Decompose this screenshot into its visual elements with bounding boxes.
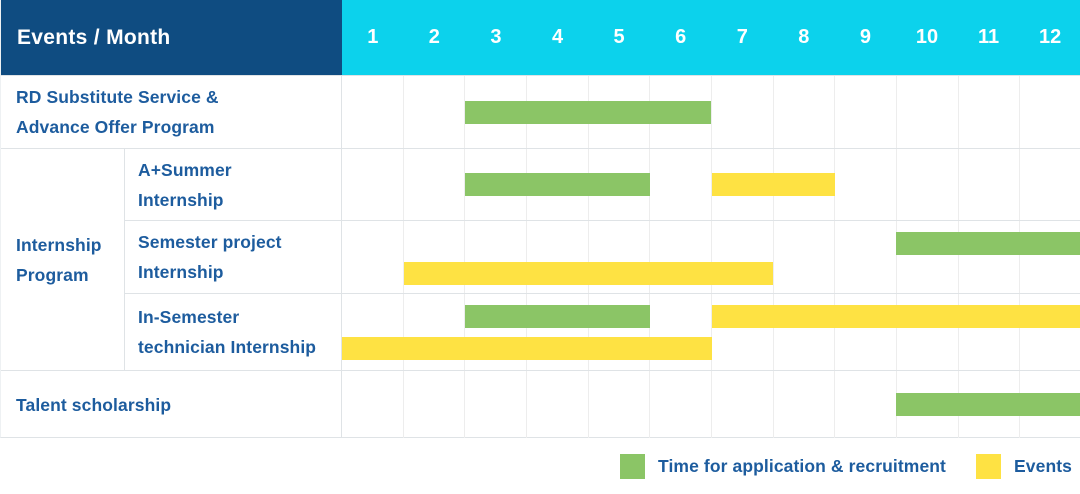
chart-row-in-semester-technician xyxy=(342,293,1080,370)
month-grid-cell xyxy=(587,221,650,293)
month-grid-cell xyxy=(1019,294,1080,370)
month-grid-cell xyxy=(711,76,773,148)
month-grid-cell xyxy=(957,149,1020,220)
month-label: 2 xyxy=(428,26,440,48)
month-label: 1 xyxy=(367,26,379,48)
month-label: 9 xyxy=(859,26,871,48)
month-grid-cell xyxy=(834,149,896,220)
row-label-rd-substitute: RD Substitute Service & Advance Offer Pr… xyxy=(1,75,342,148)
month-grid-cell xyxy=(772,371,835,438)
month-grid-cell xyxy=(587,371,650,438)
month-grid-cell xyxy=(896,221,958,293)
gantt-bar-yellow xyxy=(342,337,712,361)
month-grid-cell xyxy=(834,221,896,293)
month-grid-cell xyxy=(342,76,403,148)
month-label: 11 xyxy=(977,26,1000,48)
month-grid-cell xyxy=(957,76,1020,148)
legend-label-application: Time for application & recruitment xyxy=(658,456,946,476)
month-grid-cell xyxy=(772,294,835,370)
gantt-bar-green xyxy=(465,305,650,329)
month-grid-cell xyxy=(834,76,896,148)
month-grid-cell xyxy=(711,294,773,370)
month-grid-cell xyxy=(526,294,588,370)
month-grid-cell xyxy=(464,371,526,438)
gantt-bar-green xyxy=(465,100,712,124)
month-grid-cell xyxy=(1019,149,1080,220)
month-grid-cell xyxy=(464,294,526,370)
month-grid-cell xyxy=(957,294,1020,370)
month-grid-cell xyxy=(526,371,588,438)
month-grid-cell xyxy=(896,149,958,220)
month-grid-cell xyxy=(896,76,958,148)
gantt-bar-yellow xyxy=(711,173,835,196)
legend-swatch-yellow xyxy=(976,454,1001,479)
month-label: 6 xyxy=(675,26,687,48)
month-grid-cell xyxy=(711,221,773,293)
month-grid-cell xyxy=(649,371,711,438)
legend-label-events: Events xyxy=(1014,456,1072,476)
row-label-semester-project: Semester project Internship xyxy=(125,220,342,293)
month-grid-cell xyxy=(464,149,526,220)
header-title: Events / Month xyxy=(17,25,171,49)
month-grid-cell xyxy=(342,221,403,293)
legend-item-application: Time for application & recruitment xyxy=(620,454,946,479)
month-label: 12 xyxy=(1039,26,1062,48)
month-label: 10 xyxy=(915,26,939,48)
legend-swatch-green xyxy=(620,454,645,479)
month-header-row: 1 2 3 4 5 6 7 8 9 10 11 12 xyxy=(342,0,1080,75)
month-grid-cell xyxy=(834,371,896,438)
month-grid-cell xyxy=(1019,76,1080,148)
month-grid-cell xyxy=(526,221,588,293)
month-label: 3 xyxy=(490,26,502,48)
month-label: 7 xyxy=(736,26,748,48)
gantt-bar-yellow xyxy=(711,305,1080,329)
month-grid-cell xyxy=(834,294,896,370)
month-grid-cell xyxy=(1019,221,1080,293)
month-grid-cell xyxy=(772,221,835,293)
month-grid-cell xyxy=(342,371,403,438)
chart-row-talent-scholarship xyxy=(342,370,1080,438)
row-label-in-semester-technician: In-Semester technician Internship xyxy=(125,293,342,370)
month-grid-cell xyxy=(649,221,711,293)
gantt-bar-green xyxy=(896,393,1080,416)
month-grid-cell xyxy=(342,149,403,220)
chart-row-a-plus-summer xyxy=(342,148,1080,220)
month-grid-cell xyxy=(402,76,465,148)
legend: Time for application & recruitment Event… xyxy=(620,454,1072,479)
month-grid-cell xyxy=(402,294,465,370)
month-grid-cell xyxy=(649,149,711,220)
month-grid-cell xyxy=(896,294,958,370)
gantt-bar-green xyxy=(896,231,1080,255)
row-label-talent-scholarship: Talent scholarship xyxy=(1,370,342,438)
gantt-bar-green xyxy=(465,173,650,196)
gantt-table: Events / Month 1 2 3 4 5 6 7 8 9 10 11 12 RD Substi… xyxy=(0,0,1080,438)
month-grid-cell xyxy=(957,221,1020,293)
group-label-internship-program: Internship Program xyxy=(1,148,125,370)
chart-row-semester-project xyxy=(342,220,1080,293)
month-grid-cell xyxy=(464,221,526,293)
month-label: 5 xyxy=(613,26,625,48)
month-grid-cell xyxy=(402,371,465,438)
month-label: 4 xyxy=(551,26,564,48)
month-grid-cell xyxy=(402,149,465,220)
header-events-month-cell: Events / Month xyxy=(1,0,342,75)
month-grid-cell xyxy=(772,76,835,148)
month-grid-cell xyxy=(402,221,465,293)
month-label: 8 xyxy=(798,26,810,48)
legend-item-events: Events xyxy=(976,454,1072,479)
row-label-a-plus-summer: A+Summer Internship xyxy=(125,148,342,220)
month-grid-cell xyxy=(464,76,526,148)
month-grid-cell xyxy=(587,294,650,370)
gantt-bar-yellow xyxy=(403,262,774,286)
chart-row-rd-substitute xyxy=(342,75,1080,148)
month-grid-cell xyxy=(649,294,711,370)
month-grid-cell xyxy=(711,371,773,438)
